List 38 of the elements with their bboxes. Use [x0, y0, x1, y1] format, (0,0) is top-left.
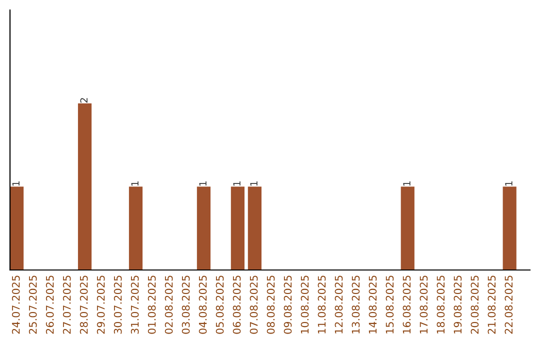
x-tick-label: 25.07.2025	[28, 276, 37, 334]
x-tick-label: 11.08.2025	[318, 276, 326, 334]
x-tick-label: 30.07.2025	[114, 276, 122, 334]
x-tick-label: 14.08.2025	[368, 276, 377, 334]
x-tick-label: 31.07.2025	[130, 276, 139, 334]
x-tick-label: 05.08.2025	[216, 276, 224, 334]
data-label: 1	[233, 181, 240, 186]
x-tick-label: 26.07.2025	[46, 276, 54, 334]
x-tick-label: 02.08.2025	[164, 276, 173, 334]
x-tick-label: 12.08.2025	[334, 276, 343, 334]
data-label: 1	[250, 181, 258, 186]
data-label: 1	[505, 181, 512, 186]
x-tick-label: 07.08.2025	[250, 276, 258, 334]
x-tick-label: 17.08.2025	[420, 276, 428, 334]
data-label: 2	[80, 98, 88, 103]
x-tick-label: 21.08.2025	[488, 276, 496, 334]
x-tick-label: 08.08.2025	[266, 276, 275, 334]
x-tick-label: 15.08.2025	[386, 276, 394, 334]
x-tick-label: 10.08.2025	[300, 276, 309, 334]
data-label: 1	[131, 181, 138, 186]
x-tick-label: 19.08.2025	[454, 276, 462, 334]
x-tick-label: 16.08.2025	[402, 276, 411, 334]
x-tick-label: 01.08.2025	[148, 276, 156, 334]
x-tick-label: 29.07.2025	[96, 276, 105, 334]
x-tick-label: 22.08.2025	[504, 276, 513, 334]
x-tick-label: 28.07.2025	[80, 276, 88, 334]
data-label: 1	[403, 181, 410, 186]
x-tick-label: 04.08.2025	[198, 276, 207, 334]
x-tick-label: 27.07.2025	[62, 276, 71, 334]
x-tick-label: 06.08.2025	[232, 276, 241, 334]
data-label: 1	[12, 181, 20, 186]
x-tick-label: 09.08.2025	[284, 276, 292, 334]
data-label: 1	[199, 181, 206, 186]
x-tick-label: 03.08.2025	[182, 276, 190, 334]
x-tick-label: 20.08.2025	[470, 276, 479, 334]
x-tick-label: 24.07.2025	[12, 276, 20, 334]
x-tick-label: 13.08.2025	[352, 276, 360, 334]
x-tick-label: 18.08.2025	[436, 276, 445, 334]
